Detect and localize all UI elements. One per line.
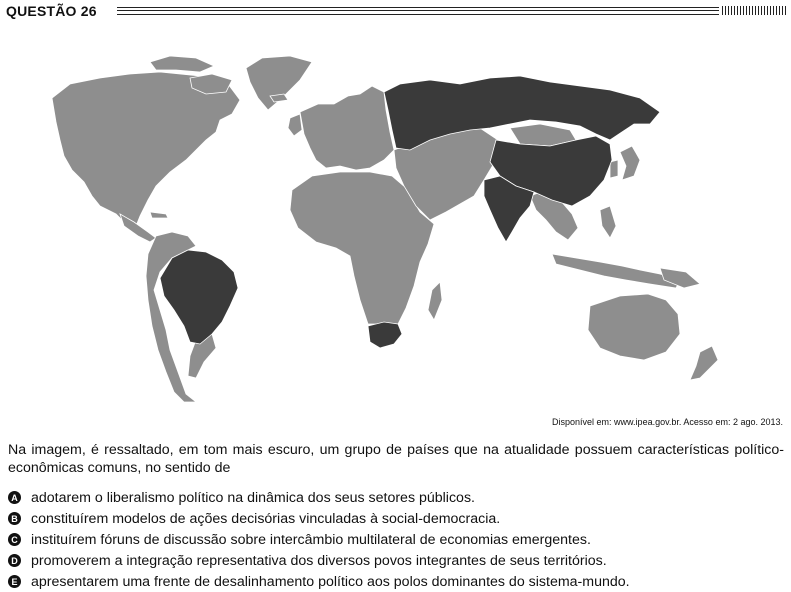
option-b-text: constituírem modelos de ações decisórias… — [31, 510, 501, 527]
source-citation: Disponível em: www.ipea.gov.br. Acesso e… — [552, 417, 783, 427]
option-c[interactable]: C instituírem fóruns de discussão sobre … — [8, 529, 784, 550]
answer-options: A adotarem o liberalismo político na din… — [8, 487, 784, 592]
option-a[interactable]: A adotarem o liberalismo político na din… — [8, 487, 784, 508]
option-e-badge: E — [8, 575, 21, 588]
option-e-text: apresentarem uma frente de desalinhament… — [31, 573, 630, 590]
option-c-text: instituírem fóruns de discussão sobre in… — [31, 531, 591, 548]
option-c-badge: C — [8, 533, 21, 546]
option-b-badge: B — [8, 512, 21, 525]
option-a-badge: A — [8, 491, 21, 504]
barcode-mark — [722, 6, 786, 15]
world-map — [51, 55, 719, 403]
option-d-badge: D — [8, 554, 21, 567]
option-a-text: adotarem o liberalismo político na dinâm… — [31, 489, 475, 506]
header-rule — [117, 7, 719, 15]
question-header: QUESTÃO 26 — [6, 2, 786, 20]
russia-shape — [383, 75, 661, 151]
south-africa-shape — [367, 321, 403, 349]
option-b[interactable]: B constituírem modelos de ações decisóri… — [8, 508, 784, 529]
highlighted-countries — [159, 75, 661, 349]
other-countries — [51, 55, 719, 403]
question-stem: Na imagem, é ressaltado, em tom mais esc… — [8, 442, 784, 476]
brazil-shape — [159, 249, 239, 345]
question-title: QUESTÃO 26 — [6, 3, 97, 19]
option-d[interactable]: D promoverem a integração representativa… — [8, 550, 784, 571]
india-shape — [483, 175, 535, 243]
option-e[interactable]: E apresentarem uma frente de desalinhame… — [8, 571, 784, 592]
option-d-text: promoverem a integração representativa d… — [31, 552, 607, 569]
